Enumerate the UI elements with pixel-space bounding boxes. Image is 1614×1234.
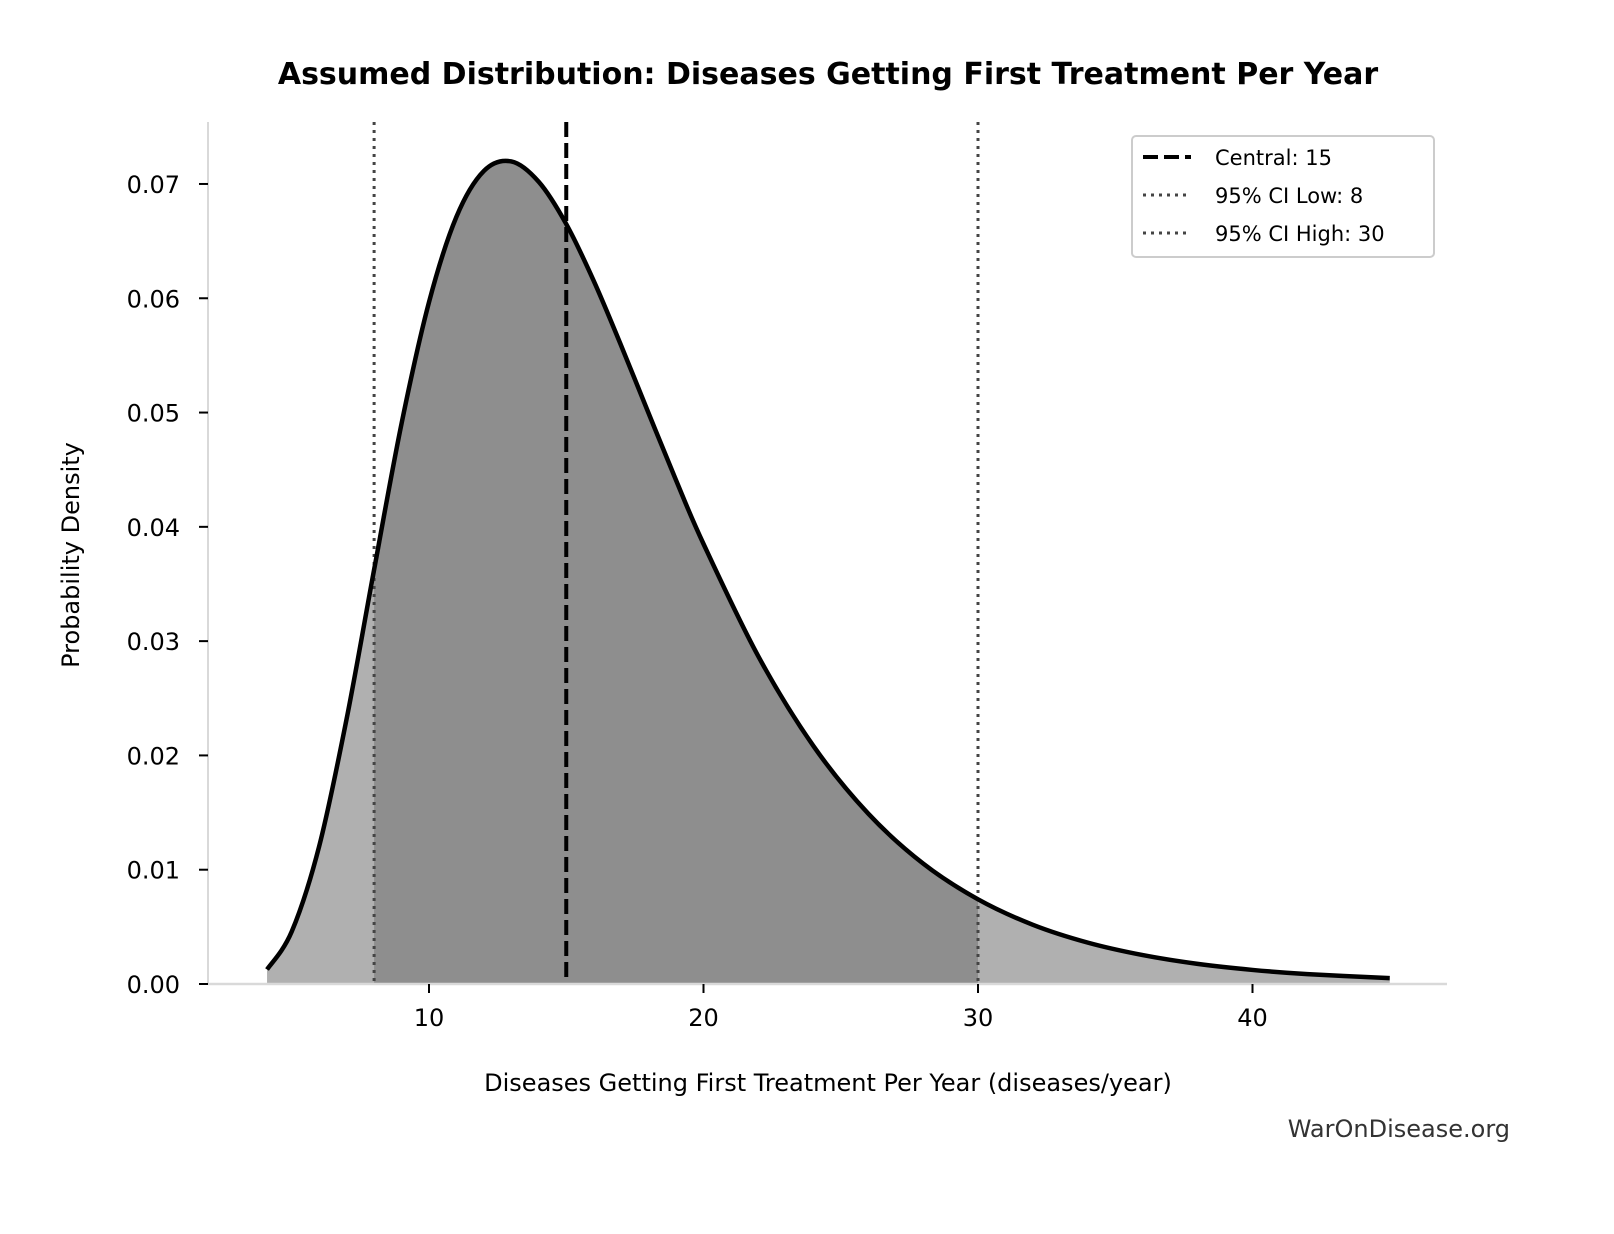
legend-ci-high-label: 95% CI High: 30 — [1215, 222, 1385, 246]
y-tick-label: 0.07 — [127, 171, 180, 199]
legend-box — [1131, 135, 1435, 258]
plot-area — [265, 122, 1390, 985]
axes: 10 20 30 40 0.00 0.01 0.02 0.03 0.04 0.05 0.06 0.07 — [127, 122, 1447, 1032]
y-axis-label: Probability Density — [57, 442, 85, 668]
y-tick-label: 0.06 — [127, 285, 180, 313]
y-tick-label: 0.05 — [127, 400, 180, 428]
x-axis-label: Diseases Getting First Treatment Per Yea… — [484, 1069, 1172, 1097]
legend-central-label: Central: 15 — [1215, 146, 1332, 170]
x-tick-label: 30 — [963, 1004, 994, 1032]
y-tick-label: 0.01 — [127, 857, 180, 885]
x-tick-label: 40 — [1237, 1004, 1268, 1032]
y-tick-label: 0.02 — [127, 742, 180, 770]
y-tick-label: 0.00 — [127, 971, 180, 999]
legend-ci-low-label: 95% CI Low: 8 — [1215, 184, 1363, 208]
watermark: WarOnDisease.org — [1288, 1115, 1510, 1143]
y-tick-label: 0.03 — [127, 628, 180, 656]
x-tick-label: 10 — [414, 1004, 445, 1032]
density-curve — [265, 158, 1390, 981]
y-tick-label: 0.04 — [127, 514, 180, 542]
ci-area-fill — [374, 160, 979, 984]
legend: Central: 15 95% CI Low: 8 95% CI High: 3… — [1131, 135, 1435, 258]
chart-title: Assumed Distribution: Diseases Getting F… — [278, 57, 1378, 92]
x-tick-label: 20 — [688, 1004, 719, 1032]
